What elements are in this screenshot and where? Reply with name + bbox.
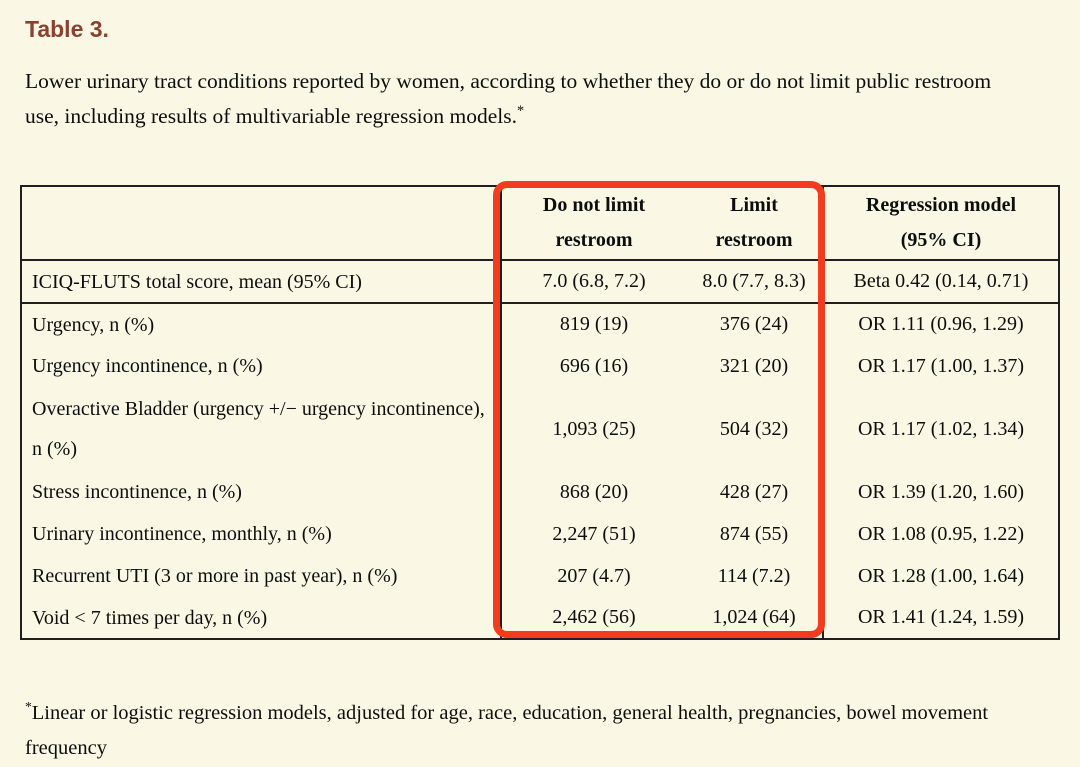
cell-no-limit: 868 (20) <box>559 480 629 503</box>
header-no-limit-line1: Do not limit <box>542 194 646 216</box>
footnote-marker: * <box>25 699 32 715</box>
table-row: Void < 7 times per day, n (%) 2,462 (56)… <box>21 597 1059 639</box>
header-no-limit: Do not limit restroom <box>501 186 686 261</box>
cell-no-limit: 1,093 (25) <box>552 417 636 440</box>
cell-no-limit: 2,462 (56) <box>552 606 636 628</box>
row-label: Urgency, n (%) <box>21 303 502 345</box>
results-table: Do not limit restroom Limit restroom Reg… <box>20 185 1060 640</box>
row-label: Overactive Bladder (urgency +/− urgency … <box>21 387 502 471</box>
header-regression-line1: Regression model <box>865 194 1017 216</box>
cell-limit: 1,024 (64) <box>686 597 824 639</box>
cell-regression: OR 1.39 (1.20, 1.60) <box>857 480 1025 503</box>
row-label: Urinary incontinence, monthly, n (%) <box>21 513 502 555</box>
cell-limit: 8.0 (7.7, 8.3) <box>686 260 824 304</box>
cell-limit: 428 (27) <box>686 471 824 513</box>
row-label: ICIQ-FLUTS total score, mean (95% CI) <box>21 260 502 304</box>
cell-regression: OR 1.28 (1.00, 1.64) <box>857 564 1025 587</box>
table-row: Stress incontinence, n (%) 868 (20) 428 … <box>21 471 1059 513</box>
header-regression-line2: (95% CI) <box>900 229 982 251</box>
cell-regression: OR 1.17 (1.02, 1.34) <box>857 417 1025 440</box>
cell-no-limit: 2,247 (51) <box>552 522 636 545</box>
header-limit-line1: Limit <box>730 194 778 216</box>
cell-regression: OR 1.11 (0.96, 1.29) <box>858 313 1024 335</box>
table-row: Urinary incontinence, monthly, n (%) 2,2… <box>21 513 1059 555</box>
cell-regression: OR 1.41 (1.24, 1.59) <box>857 606 1025 628</box>
footnote-text: Linear or logistic regression models, ad… <box>25 702 989 759</box>
header-limit-line2: restroom <box>715 229 793 251</box>
table-row: Overactive Bladder (urgency +/− urgency … <box>21 387 1059 471</box>
header-limit: Limit restroom <box>686 186 824 261</box>
header-no-limit-line2: restroom <box>555 229 633 251</box>
header-row: Do not limit restroom Limit restroom Reg… <box>21 186 1059 261</box>
cell-no-limit: 207 (4.7) <box>557 564 631 587</box>
table-row: Urgency, n (%) 819 (19) 376 (24) OR 1.11… <box>21 303 1059 345</box>
cell-limit: 114 (7.2) <box>686 555 824 597</box>
cell-limit: 376 (24) <box>686 303 824 345</box>
table-caption: Lower urinary tract conditions reported … <box>25 64 1030 134</box>
caption-footnote-marker: * <box>517 102 525 119</box>
row-label: Void < 7 times per day, n (%) <box>21 597 502 639</box>
table-title: Table 3. <box>25 16 109 42</box>
header-empty-cell <box>21 186 502 261</box>
cell-no-limit: 696 (16) <box>559 354 629 377</box>
caption-text: Lower urinary tract conditions reported … <box>25 69 992 128</box>
row-label: Urgency incontinence, n (%) <box>21 345 502 387</box>
cell-regression: OR 1.17 (1.00, 1.37) <box>857 354 1025 377</box>
cell-no-limit: 7.0 (6.8, 7.2) <box>501 260 686 304</box>
table-row: Recurrent UTI (3 or more in past year), … <box>21 555 1059 597</box>
header-regression: Regression model (95% CI) <box>823 186 1059 261</box>
row-label: Stress incontinence, n (%) <box>21 471 502 513</box>
table-row: ICIQ-FLUTS total score, mean (95% CI) 7.… <box>21 260 1059 304</box>
cell-limit: 874 (55) <box>686 513 824 555</box>
row-label: Recurrent UTI (3 or more in past year), … <box>21 555 502 597</box>
table-footnote: *Linear or logistic regression models, a… <box>25 696 1057 766</box>
table-row: Urgency incontinence, n (%) 696 (16) 321… <box>21 345 1059 387</box>
cell-no-limit: 819 (19) <box>559 313 629 335</box>
cell-limit: 321 (20) <box>686 345 824 387</box>
cell-regression: Beta 0.42 (0.14, 0.71) <box>823 260 1059 304</box>
cell-regression: OR 1.08 (0.95, 1.22) <box>857 522 1025 545</box>
cell-limit: 504 (32) <box>686 387 824 471</box>
